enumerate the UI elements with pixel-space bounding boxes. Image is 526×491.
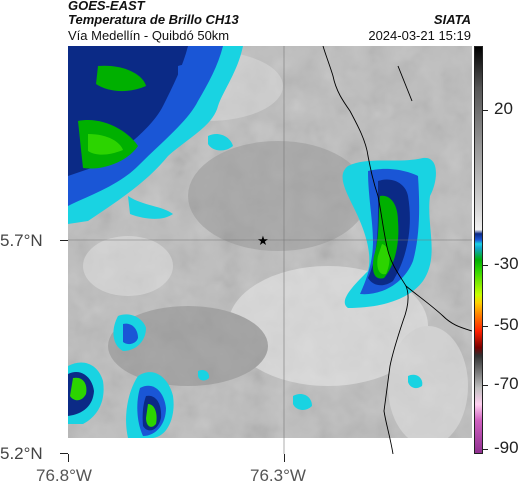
latitude-label: 5.2°N bbox=[0, 444, 43, 463]
colorbar-tick bbox=[483, 326, 488, 327]
organization-label: SIATA bbox=[433, 12, 471, 27]
brightness-temperature-map[interactable]: ★ bbox=[68, 46, 472, 454]
route-subtitle: Vía Medellín - Quibdó 50km bbox=[68, 28, 230, 43]
longitude-tick bbox=[68, 454, 69, 462]
colorbar bbox=[474, 46, 483, 454]
map-canvas: ★ bbox=[68, 46, 472, 454]
colorbar-label: -50 bbox=[494, 315, 519, 334]
colorbar-tick bbox=[483, 265, 488, 266]
colorbar-label: -90 bbox=[494, 438, 519, 457]
satellite-title: GOES-EAST bbox=[68, 0, 145, 13]
colorbar-tick bbox=[483, 110, 488, 111]
longitude-label: 76.8°W bbox=[36, 466, 92, 485]
colorbar-label: -70 bbox=[494, 374, 519, 393]
cloud-cluster-east bbox=[342, 157, 436, 308]
star-icon[interactable]: ★ bbox=[257, 233, 269, 248]
latitude-tick bbox=[60, 240, 68, 241]
latitude-tick bbox=[60, 453, 68, 454]
colorbar-tick bbox=[483, 449, 488, 450]
timestamp-label: 2024-03-21 15:19 bbox=[368, 28, 471, 43]
cloud-cluster-southwest bbox=[68, 314, 423, 438]
colorbar-tick bbox=[483, 385, 488, 386]
latitude-label: 5.7°N bbox=[0, 231, 43, 250]
map-header: GOES-EAST Temperatura de Brillo CH13 Vía… bbox=[0, 0, 526, 46]
product-title: Temperatura de Brillo CH13 bbox=[68, 12, 239, 27]
administrative-borders bbox=[322, 46, 472, 454]
colorbar-label: -30 bbox=[494, 254, 519, 273]
longitude-tick bbox=[284, 454, 285, 462]
colorbar-label: 20 bbox=[494, 99, 513, 118]
longitude-label: 76.3°W bbox=[250, 466, 306, 485]
no-data-band bbox=[68, 438, 472, 454]
cloud-cluster-northwest bbox=[68, 46, 243, 224]
